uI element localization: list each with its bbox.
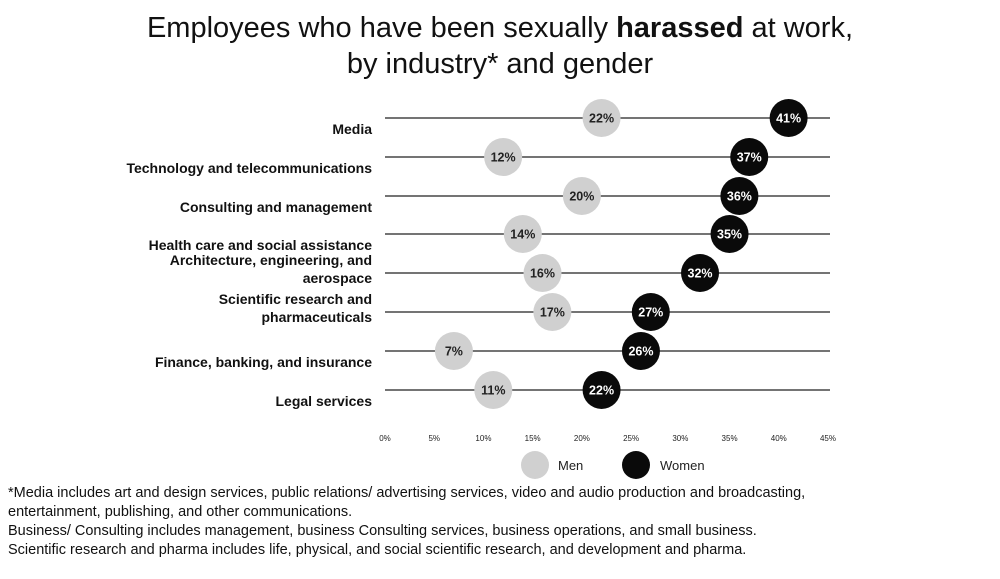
category-label: Architecture, engineering, and [170, 252, 372, 268]
data-label: 12% [491, 151, 516, 165]
men-dot [474, 371, 513, 409]
x-tick-label: 45% [820, 434, 836, 443]
data-label: 7% [445, 345, 463, 359]
women-dot [681, 254, 720, 292]
data-label: 36% [727, 190, 752, 204]
x-tick-label: 15% [525, 434, 541, 443]
title-part1: Employees who have been sexually [146, 12, 617, 44]
men-dot [434, 332, 473, 370]
men-dot [523, 254, 562, 292]
x-tick-label: 35% [722, 434, 738, 443]
data-label: 37% [737, 151, 762, 165]
data-label: 41% [776, 112, 801, 126]
category-label: pharmaceuticals [262, 309, 373, 325]
chart-title-line2: by industry* and gender [346, 48, 654, 80]
x-tick-label: 10% [475, 434, 491, 443]
x-tick-label: 40% [771, 434, 787, 443]
data-label: 35% [717, 228, 742, 242]
chart-title-line1: Employees who have been sexually harasse… [0, 10, 1000, 46]
category-label: Health care and social assistance [149, 237, 373, 253]
x-tick-label: 20% [574, 434, 590, 443]
title-bold-word: harassed [616, 12, 744, 44]
legend-men-swatch [521, 451, 549, 479]
data-label: 22% [589, 112, 614, 126]
women-dot [769, 99, 808, 137]
legend-label: Women [660, 458, 705, 473]
category-label: Scientific research and [219, 291, 372, 307]
footnotes: *Media includes art and design services,… [8, 484, 998, 560]
legend-women-swatch [622, 451, 650, 479]
category-label: Technology and telecommunications [126, 160, 372, 176]
women-dot [720, 177, 759, 215]
men-dot [503, 215, 542, 253]
legend-label: Men [558, 458, 583, 473]
data-label: 17% [540, 306, 565, 320]
category-label: Finance, banking, and insurance [155, 354, 372, 370]
data-label: 32% [688, 267, 713, 281]
category-label: Consulting and management [180, 199, 372, 215]
data-label: 16% [530, 267, 555, 281]
footnote-line-2: entertainment, publishing, and other com… [8, 504, 353, 520]
men-dot [562, 177, 601, 215]
women-dot [582, 371, 621, 409]
x-tick-label: 30% [672, 434, 688, 443]
footnote-line-4: Scientific research and pharma includes … [8, 542, 747, 558]
category-label: Legal services [275, 393, 372, 409]
category-label: aerospace [303, 270, 372, 286]
women-dot [621, 332, 660, 370]
dot-plot: Media Technology and telecommunications Co… [126, 99, 836, 479]
data-label: 14% [510, 228, 535, 242]
category-label: Media [332, 121, 372, 137]
data-label: 22% [589, 384, 614, 398]
men-dot [582, 99, 621, 137]
women-dot [710, 215, 749, 253]
data-label: 20% [569, 190, 594, 204]
footnote-line-1: *Media includes art and design services,… [8, 485, 806, 501]
title-part2: at work, [743, 12, 854, 44]
data-label: 27% [638, 306, 663, 320]
women-dot [730, 138, 769, 176]
x-tick-label: 5% [428, 434, 440, 443]
x-tick-label: 25% [623, 434, 639, 443]
women-dot [631, 293, 670, 331]
chart-title: Employees who have been sexually harasse… [0, 10, 1000, 82]
x-tick-label: 0% [379, 434, 391, 443]
men-dot [484, 138, 523, 176]
data-label: 26% [628, 345, 653, 359]
footnote-line-3: Business/ Consulting includes management… [8, 523, 757, 539]
data-label: 11% [481, 384, 505, 398]
men-dot [533, 293, 572, 331]
